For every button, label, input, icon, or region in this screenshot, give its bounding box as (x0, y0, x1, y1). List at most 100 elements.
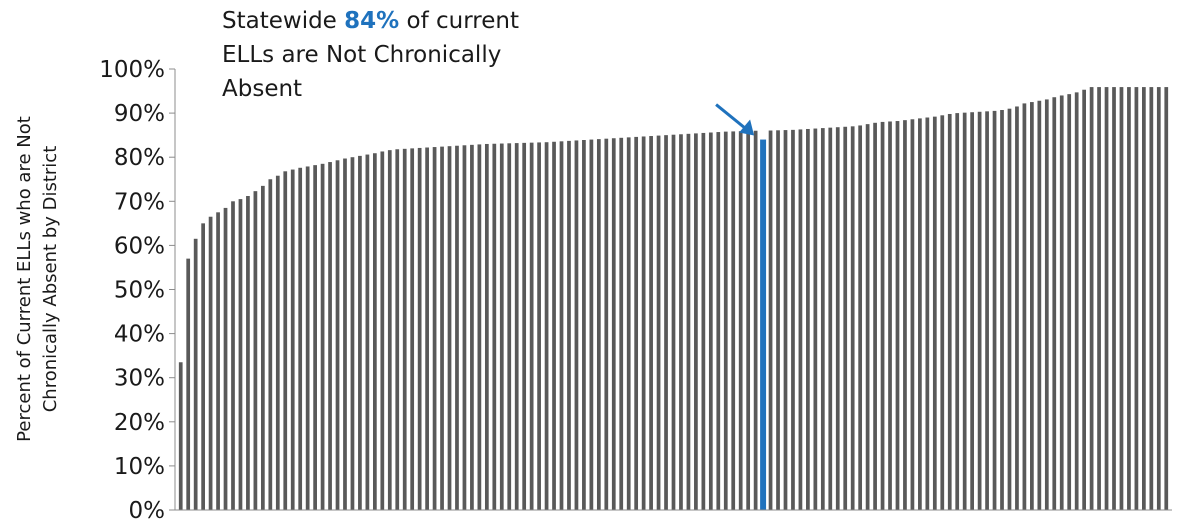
district-bar (552, 141, 556, 510)
district-bar (873, 122, 877, 511)
district-bar (298, 167, 303, 510)
district-bar (723, 131, 728, 510)
district-bar (544, 142, 549, 510)
district-bar (947, 113, 952, 510)
y-tick-label: 50% (114, 278, 165, 304)
district-bar (223, 207, 228, 510)
district-bar (679, 134, 683, 510)
annotation-suffix: of current ELLs are Not Chronically Abse… (222, 8, 519, 102)
district-bar (955, 113, 960, 510)
district-bar (910, 119, 915, 511)
y-tick-label: 90% (114, 101, 165, 127)
district-bar (962, 112, 967, 510)
district-bar (260, 185, 265, 510)
district-bar (1156, 87, 1161, 510)
district-bar (201, 223, 205, 510)
district-bar (619, 137, 624, 511)
district-bar (216, 212, 220, 510)
district-bar (611, 138, 616, 511)
district-bar (365, 154, 370, 511)
y-axis-title-line-1: Percent of Current ELLs who are Not (14, 116, 35, 442)
district-bar (701, 132, 706, 510)
district-bar (1089, 87, 1094, 510)
district-bar (387, 150, 392, 510)
district-bar (664, 135, 668, 510)
district-bar (634, 136, 639, 510)
district-bar (268, 179, 273, 510)
district-bar (641, 136, 646, 510)
district-bar (1142, 87, 1146, 510)
district-bar (402, 148, 407, 510)
district-bar (328, 162, 332, 511)
district-bar (1134, 87, 1139, 510)
district-bar (283, 171, 288, 510)
district-bar (492, 143, 497, 510)
y-tick-label: 0% (129, 498, 166, 519)
district-bar (806, 128, 810, 511)
district-bar (1000, 110, 1004, 510)
district-bar (447, 146, 452, 510)
district-bar (574, 140, 579, 510)
district-bar (1030, 102, 1034, 510)
y-tick-label: 20% (114, 410, 165, 436)
district-bar (589, 139, 594, 510)
district-bar (425, 147, 429, 510)
district-bar (1119, 87, 1124, 510)
y-tick-label: 40% (114, 322, 165, 348)
district-bar (395, 149, 400, 510)
district-bar (843, 126, 848, 511)
district-bar (708, 132, 713, 510)
y-axis: 0% 10% 20% 30% 40% 50% 60% 70% 80% 90% 100% (99, 57, 176, 519)
district-bar (865, 124, 870, 511)
district-bar (1104, 87, 1109, 510)
district-bar (507, 143, 512, 510)
y-axis-title: Percent of Current ELLs who are Not Chro… (12, 69, 64, 489)
annotation-arrow (715, 103, 755, 136)
district-bar (828, 127, 833, 511)
district-bar (343, 158, 347, 510)
district-bar (888, 121, 892, 510)
district-bar (193, 238, 198, 511)
district-bar (246, 196, 250, 510)
district-bar (1044, 99, 1049, 511)
district-bar (484, 143, 489, 510)
district-bar (776, 130, 780, 511)
district-bar (731, 131, 736, 510)
district-bar (1082, 89, 1086, 510)
district-bar (1067, 94, 1072, 510)
district-bar (604, 138, 609, 510)
district-bar (746, 130, 751, 510)
district-bar (178, 362, 183, 510)
district-bar (716, 132, 721, 510)
district-bar (275, 175, 280, 510)
district-bar (1164, 87, 1169, 510)
district-bar (559, 141, 564, 510)
annotation-highlight-value: 84% (344, 8, 400, 34)
district-bar (932, 116, 937, 510)
district-bar (1022, 103, 1027, 511)
district-bar (977, 111, 982, 510)
district-bar (1015, 106, 1019, 510)
bars (178, 87, 1169, 511)
district-bar (738, 131, 743, 510)
district-bar (253, 191, 258, 510)
district-bar (238, 199, 243, 510)
district-bar (992, 110, 997, 510)
district-bar (499, 143, 504, 510)
district-bar (290, 169, 295, 511)
district-bar (455, 145, 459, 511)
district-bar (858, 125, 863, 510)
district-bar (313, 165, 317, 510)
district-bar (850, 126, 855, 510)
y-tick-label: 60% (114, 233, 165, 259)
district-bar (410, 148, 415, 510)
district-bar (514, 143, 519, 510)
district-bar (567, 140, 571, 510)
district-bar (656, 135, 661, 510)
district-bar (791, 129, 795, 511)
district-bar (1097, 87, 1101, 510)
district-bar (835, 127, 840, 511)
district-bar (477, 144, 482, 510)
district-bar (970, 112, 975, 510)
